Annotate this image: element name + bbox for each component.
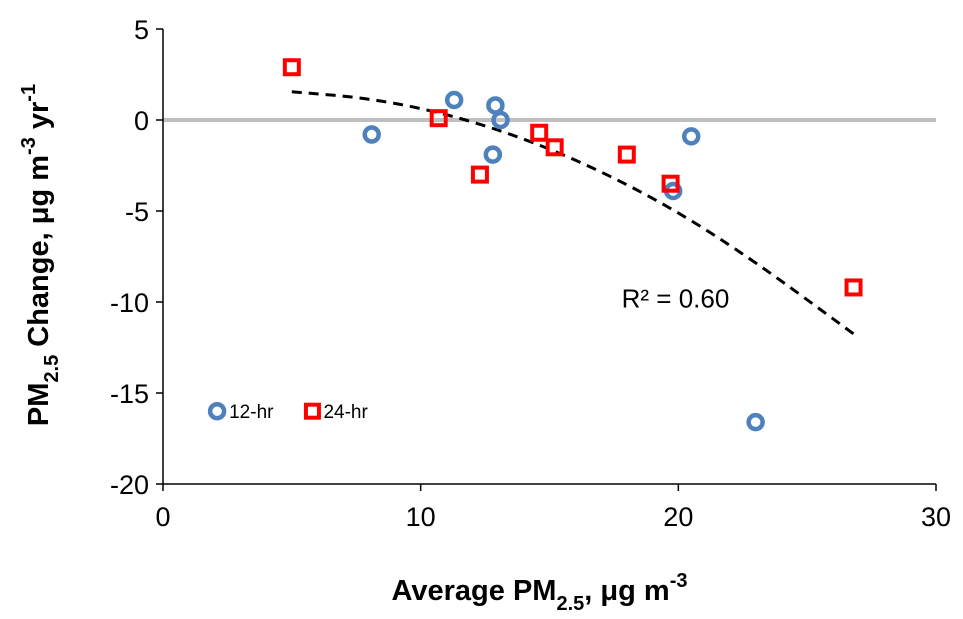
data-point-12hr bbox=[483, 145, 503, 164]
data-point-12hr bbox=[362, 125, 381, 144]
legend-marker-12hr bbox=[207, 401, 227, 421]
r-squared-annotation: R² = 0.60 bbox=[622, 283, 730, 313]
data-points bbox=[282, 58, 863, 432]
data-point-12hr bbox=[746, 412, 765, 432]
legend-label-12hr: 12-hr bbox=[229, 402, 274, 423]
legend: 12-hr 24-hr bbox=[207, 401, 368, 423]
x-tick-label: 30 bbox=[921, 502, 951, 532]
legend-label-24hr: 24-hr bbox=[323, 402, 368, 423]
y-tick-label: -15 bbox=[110, 379, 149, 409]
y-tick-label: -5 bbox=[125, 197, 149, 227]
data-point-24hr bbox=[282, 58, 301, 77]
data-point-12hr bbox=[444, 90, 464, 110]
data-point-12hr bbox=[681, 127, 701, 146]
x-tick-label: 20 bbox=[663, 502, 693, 532]
data-point-12hr bbox=[486, 96, 505, 115]
y-ticks: 5 0 -5 -10 -15 -20 bbox=[110, 15, 163, 500]
data-point-24hr bbox=[530, 123, 549, 142]
y-axis-title: PM2.5 Change, μg m-3 yr-1 bbox=[18, 84, 63, 426]
y-tick-label: -20 bbox=[110, 470, 149, 500]
data-point-24hr bbox=[661, 174, 680, 193]
x-ticks: 0 10 20 30 bbox=[155, 484, 951, 532]
axes bbox=[162, 29, 936, 485]
y-tick-label: 0 bbox=[134, 106, 149, 136]
x-axis-title: Average PM2.5, μg m-3 bbox=[392, 570, 688, 615]
data-point-24hr bbox=[470, 165, 489, 184]
legend-marker-24hr bbox=[303, 402, 321, 420]
x-tick-label: 10 bbox=[406, 502, 436, 532]
data-point-24hr bbox=[844, 278, 863, 297]
y-tick-label: -10 bbox=[110, 288, 149, 318]
data-point-24hr bbox=[545, 138, 564, 157]
data-point-24hr bbox=[617, 145, 636, 164]
x-tick-label: 0 bbox=[155, 502, 170, 532]
y-tick-label: 5 bbox=[134, 15, 149, 45]
data-point-24hr bbox=[429, 109, 448, 128]
data-point-12hr bbox=[491, 110, 510, 130]
